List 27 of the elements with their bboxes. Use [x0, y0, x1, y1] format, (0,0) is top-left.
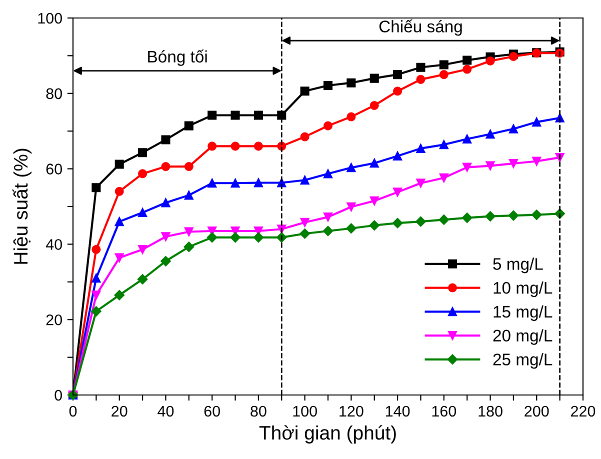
y-tick-label: 0 — [54, 390, 62, 401]
legend-label: 10 mg/L — [494, 282, 552, 298]
y-axis-title: Hiệu suất (%) — [12, 148, 32, 264]
x-tick-label: 40 — [158, 406, 174, 417]
y-tick-label: 80 — [46, 88, 62, 100]
x-tick-label: 160 — [432, 406, 456, 417]
x-tick-label: 80 — [250, 406, 266, 417]
x-tick-label: 20 — [112, 406, 128, 417]
legend-label: 25 mg/L — [493, 353, 552, 369]
legend-label: 15 mg/L — [494, 305, 552, 321]
x-tick-label: 120 — [340, 406, 364, 417]
x-tick-label: 200 — [524, 406, 549, 417]
y-tick-label: 40 — [46, 239, 62, 250]
legend-label: 20 mg/L — [493, 329, 552, 345]
x-tick-label: 140 — [386, 406, 410, 417]
annotation: Chiếu sáng — [379, 19, 462, 36]
legend-label: 5 mg/L — [493, 258, 543, 274]
x-axis-title: Thời gian (phút) — [259, 425, 396, 444]
y-tick-label: 20 — [46, 314, 62, 326]
x-tick-label: 60 — [204, 406, 220, 417]
x-tick-label: 180 — [478, 406, 502, 417]
annotation: Bóng tối — [148, 50, 207, 66]
x-tick-label: 100 — [293, 406, 317, 417]
x-tick-label: 220 — [571, 406, 596, 417]
y-tick-label: 60 — [46, 164, 62, 174]
y-tick-label: 100 — [38, 12, 62, 24]
x-tick-label: 0 — [69, 406, 77, 417]
